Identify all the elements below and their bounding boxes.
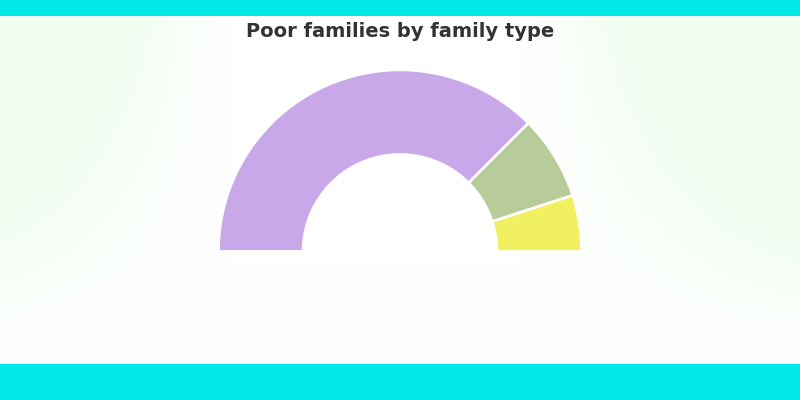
Polygon shape [470,124,571,221]
Text: Poor families by family type: Poor families by family type [246,22,554,41]
Polygon shape [220,71,527,252]
Polygon shape [494,196,580,252]
